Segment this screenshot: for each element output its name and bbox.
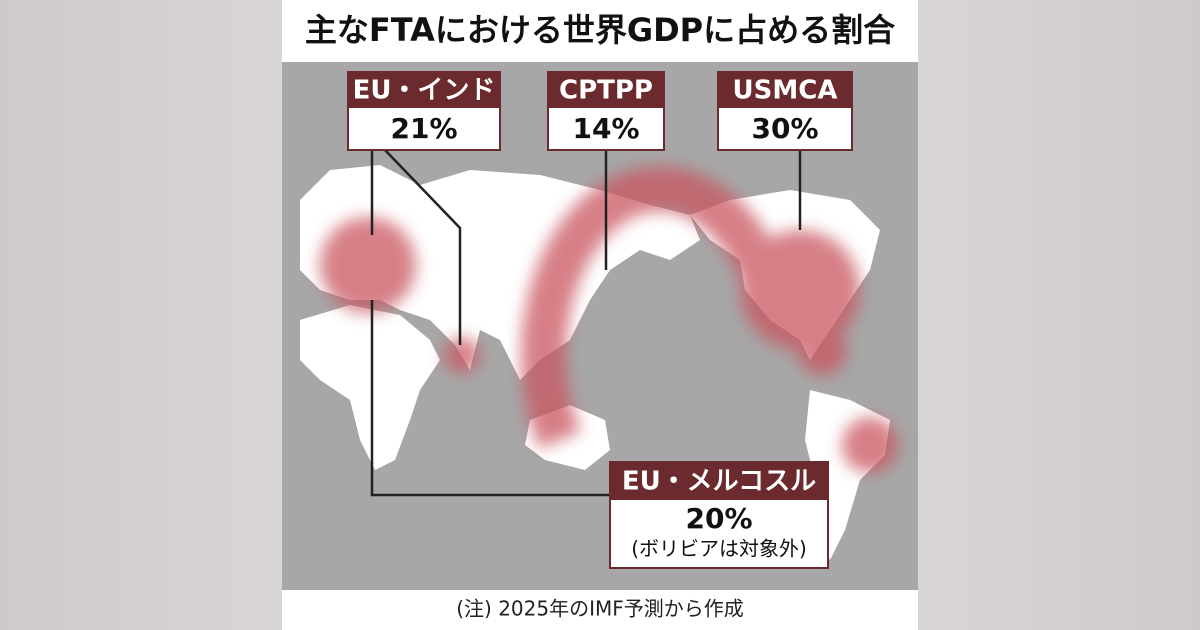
label-note: (ボリビアは対象外) xyxy=(631,537,807,561)
label-eu-mercosur: EU・メルコスル 20% (ボリビアは対象外) xyxy=(609,461,829,569)
title: 主なFTAにおける世界GDPに占める割合 xyxy=(305,11,895,49)
label-share: 20% xyxy=(685,502,752,535)
label-usmca: USMCA 30% xyxy=(717,71,853,151)
highlights xyxy=(320,166,898,473)
label-share: 14% xyxy=(572,112,639,145)
label-name: EU・メルコスル xyxy=(622,467,816,497)
label-header xyxy=(610,462,828,500)
label-eu-india: EU・インド 21% xyxy=(347,71,501,151)
footnote: (注) 2025年のIMF予測から作成 xyxy=(456,597,744,621)
label-name: USMCA xyxy=(733,76,838,106)
label-name: EU・インド xyxy=(353,76,496,106)
label-header xyxy=(548,72,664,108)
label-header xyxy=(718,72,852,108)
connectors xyxy=(370,149,802,497)
label-cptpp: CPTPP 14% xyxy=(547,71,665,151)
label-share: 21% xyxy=(390,112,457,145)
label-header xyxy=(348,72,500,108)
label-name: CPTPP xyxy=(559,76,653,106)
label-share: 30% xyxy=(751,112,818,145)
